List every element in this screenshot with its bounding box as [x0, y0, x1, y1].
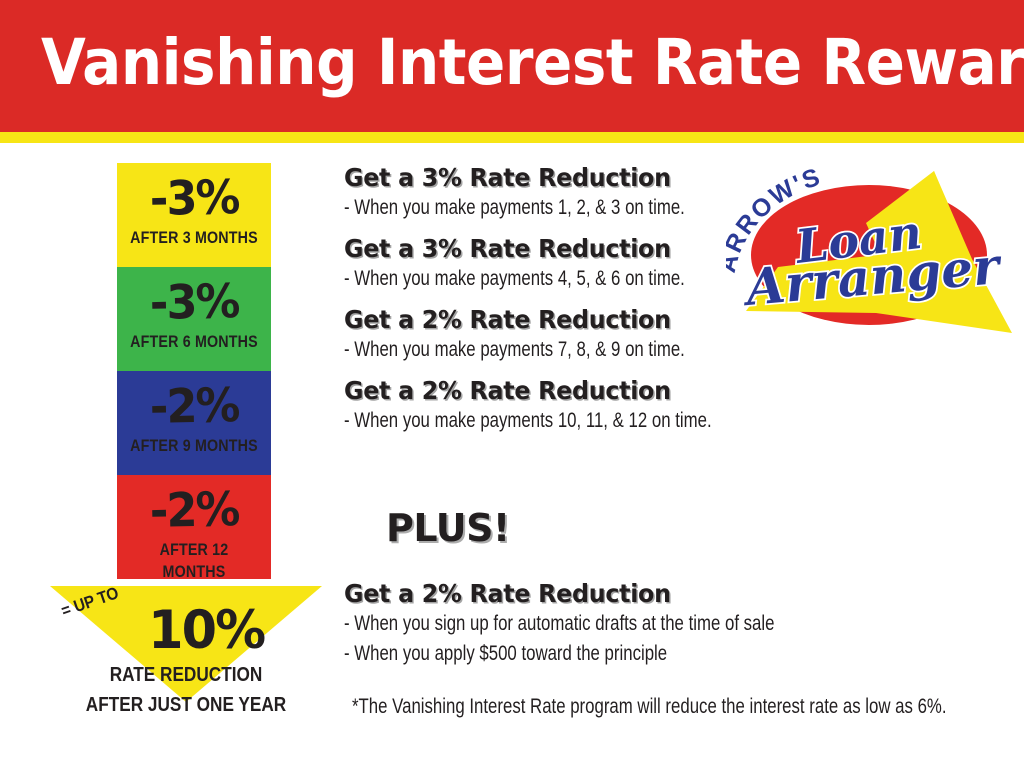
rate-block-3-months: -3% AFTER 3 MONTHS [117, 163, 271, 267]
offer-title: Get a 3% Rate Reduction [344, 234, 671, 263]
arrow-caption-line2: AFTER JUST ONE YEAR [85, 694, 287, 716]
down-arrow-icon: = UP TO 10% [50, 583, 322, 704]
offer-item: Get a 3% Rate Reduction - When you make … [344, 162, 774, 223]
offer-title: Get a 3% Rate Reduction [344, 163, 671, 192]
rate-block-9-months: -2% AFTER 9 MONTHS [117, 371, 271, 475]
header-banner [0, 0, 1024, 132]
rate-reduction-stack: -3% AFTER 3 MONTHS -3% AFTER 6 MONTHS -2… [117, 163, 271, 579]
arrow-total-percent: 10% [148, 600, 266, 661]
rate-block-percent: -2% [149, 378, 239, 435]
arrow-caption-line1: RATE REDUCTION [109, 664, 263, 686]
rate-block-percent: -2% [149, 482, 239, 539]
offer-title: Get a 2% Rate Reduction [344, 305, 671, 334]
rate-block-label: AFTER 12 MONTHS [159, 540, 229, 579]
rate-block-label: AFTER 9 MONTHS [130, 436, 258, 455]
offer-detail: - When you make payments 1, 2, & 3 on ti… [344, 196, 685, 219]
arrow-triangle-shape [50, 586, 322, 702]
bonus-offer-detail-2: - When you apply $500 toward the princip… [344, 642, 668, 665]
rate-block-12-months: -2% AFTER 12 MONTHS [117, 475, 271, 579]
offer-detail: - When you make payments 10, 11, & 12 on… [344, 409, 712, 432]
offer-detail: - When you make payments 7, 8, & 9 on ti… [344, 338, 685, 361]
arrows-loan-arranger-logo: ARROW'S Loan Arranger [726, 163, 1012, 348]
footnote: *The Vanishing Interest Rate program wil… [352, 695, 947, 718]
logo-arrow-point-shape [866, 171, 978, 283]
rate-block-percent: -3% [149, 170, 239, 227]
rate-block-6-months: -3% AFTER 6 MONTHS [117, 267, 271, 371]
rate-block-percent: -3% [149, 274, 239, 331]
header-accent-stripe [0, 132, 1024, 143]
bonus-offer: Get a 2% Rate Reduction - When you sign … [344, 578, 984, 669]
offer-item: Get a 3% Rate Reduction - When you make … [344, 233, 774, 294]
bonus-offer-title: Get a 2% Rate Reduction [344, 579, 671, 608]
arrow-caption: RATE REDUCTION AFTER JUST ONE YEAR [26, 660, 346, 720]
offer-item: Get a 2% Rate Reduction - When you make … [344, 375, 774, 436]
offer-item: Get a 2% Rate Reduction - When you make … [344, 304, 774, 365]
rate-block-label: AFTER 6 MONTHS [130, 332, 258, 351]
page-title: Vanishing Interest Rate Rewards [40, 26, 1024, 99]
offer-detail: - When you make payments 4, 5, & 6 on ti… [344, 267, 685, 290]
plus-label: PLUS! [386, 506, 510, 550]
offers-list: Get a 3% Rate Reduction - When you make … [344, 162, 774, 446]
offer-title: Get a 2% Rate Reduction [344, 376, 671, 405]
rate-block-label: AFTER 3 MONTHS [130, 228, 258, 247]
bonus-offer-detail-1: - When you sign up for automatic drafts … [344, 612, 775, 635]
